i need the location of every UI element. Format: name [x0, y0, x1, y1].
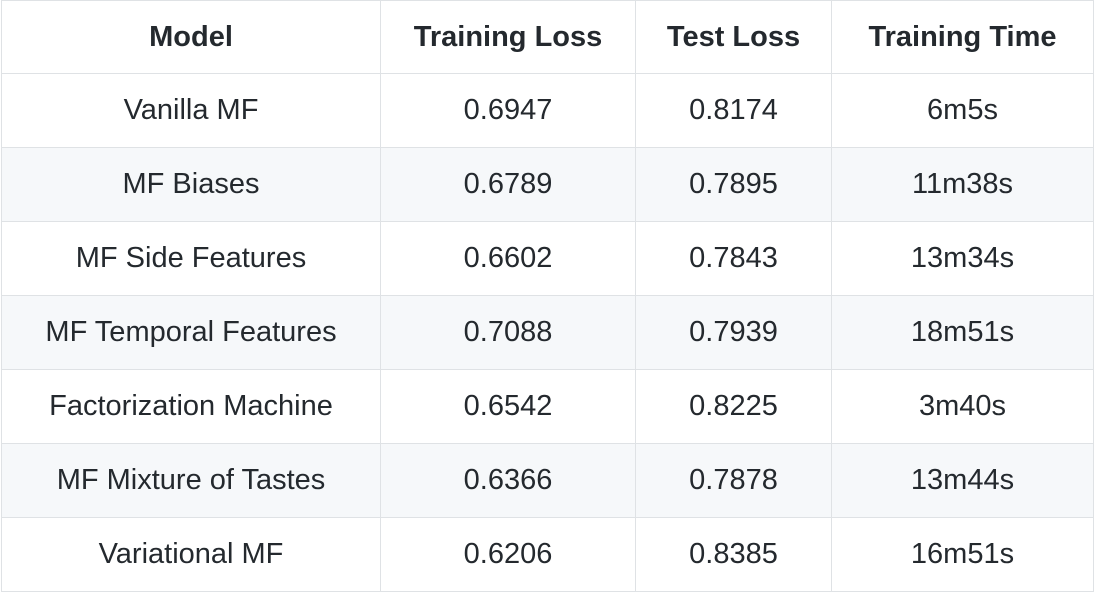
header-test-loss: Test Loss [635, 0, 832, 74]
table-row: Variational MF 0.6206 0.8385 16m51s [1, 517, 1094, 592]
cell-training-loss: 0.6366 [380, 443, 636, 518]
cell-training-time: 16m51s [831, 517, 1094, 592]
cell-training-loss: 0.6789 [380, 147, 636, 222]
cell-training-time: 3m40s [831, 369, 1094, 444]
header-model: Model [1, 0, 381, 74]
cell-test-loss: 0.8385 [635, 517, 832, 592]
cell-model: MF Biases [1, 147, 381, 222]
cell-model: Variational MF [1, 517, 381, 592]
table-body: Vanilla MF 0.6947 0.8174 6m5s MF Biases … [1, 73, 1094, 592]
header-training-loss: Training Loss [380, 0, 636, 74]
table-row: Vanilla MF 0.6947 0.8174 6m5s [1, 73, 1094, 148]
cell-training-loss: 0.7088 [380, 295, 636, 370]
cell-model: MF Mixture of Tastes [1, 443, 381, 518]
cell-training-loss: 0.6542 [380, 369, 636, 444]
table-row: MF Biases 0.6789 0.7895 11m38s [1, 147, 1094, 222]
cell-model: Factorization Machine [1, 369, 381, 444]
cell-training-time: 13m34s [831, 221, 1094, 296]
cell-test-loss: 0.7939 [635, 295, 832, 370]
table-row: MF Mixture of Tastes 0.6366 0.7878 13m44… [1, 443, 1094, 518]
cell-training-loss: 0.6602 [380, 221, 636, 296]
cell-training-time: 6m5s [831, 73, 1094, 148]
cell-training-time: 13m44s [831, 443, 1094, 518]
cell-test-loss: 0.8225 [635, 369, 832, 444]
cell-training-loss: 0.6947 [380, 73, 636, 148]
table-row: Factorization Machine 0.6542 0.8225 3m40… [1, 369, 1094, 444]
cell-model: Vanilla MF [1, 73, 381, 148]
table-row: MF Side Features 0.6602 0.7843 13m34s [1, 221, 1094, 296]
table-header: Model Training Loss Test Loss Training T… [1, 0, 1094, 74]
cell-model: MF Side Features [1, 221, 381, 296]
cell-model: MF Temporal Features [1, 295, 381, 370]
table-row: MF Temporal Features 0.7088 0.7939 18m51… [1, 295, 1094, 370]
cell-test-loss: 0.8174 [635, 73, 832, 148]
header-training-time: Training Time [831, 0, 1094, 74]
cell-training-time: 11m38s [831, 147, 1094, 222]
cell-training-loss: 0.6206 [380, 517, 636, 592]
cell-test-loss: 0.7878 [635, 443, 832, 518]
cell-test-loss: 0.7895 [635, 147, 832, 222]
header-row: Model Training Loss Test Loss Training T… [1, 0, 1094, 74]
cell-test-loss: 0.7843 [635, 221, 832, 296]
cell-training-time: 18m51s [831, 295, 1094, 370]
